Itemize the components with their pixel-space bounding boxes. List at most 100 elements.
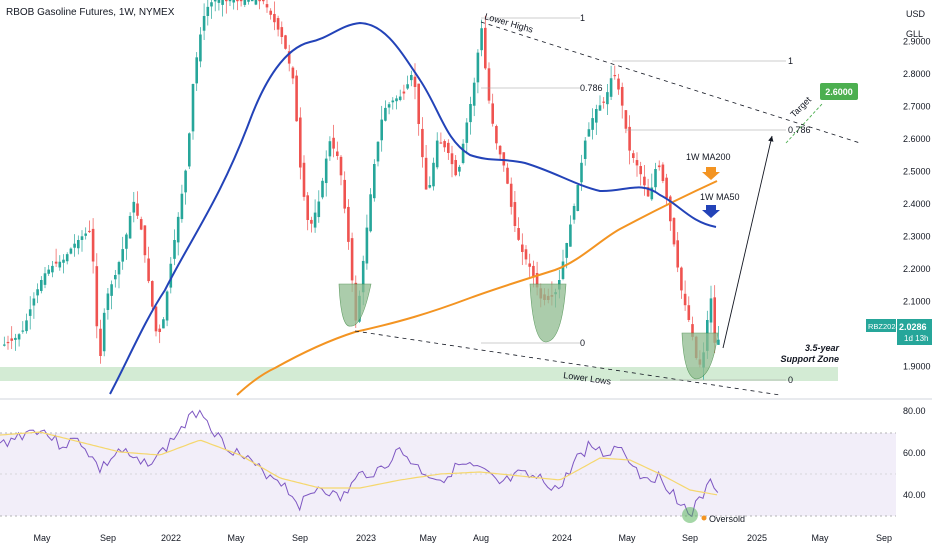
candle [169, 263, 173, 288]
candle [69, 248, 73, 254]
time-axis[interactable]: May Sep 2022 May Sep 2023 May Aug 2024 May Sep 2025… [33, 533, 892, 543]
candle [676, 240, 679, 268]
candle [165, 291, 169, 321]
candle [384, 107, 387, 121]
candle [128, 216, 132, 239]
rsi-axis[interactable]: 80.00 60.00 40.00 [903, 406, 926, 500]
candle [336, 151, 339, 156]
candle [643, 176, 646, 186]
symbol-tag-label: RBZ2024 [868, 322, 900, 331]
time-tick-label: May [811, 533, 829, 543]
candle [580, 162, 583, 183]
candle [132, 201, 136, 213]
candle [180, 193, 184, 220]
candle [361, 260, 365, 293]
time-tick-label: May [227, 533, 245, 543]
candle [502, 152, 506, 166]
time-tick-label: Sep [682, 533, 698, 543]
candle [469, 104, 472, 123]
price-tick-label: 2.4000 [903, 199, 931, 209]
ma200-line [236, 180, 718, 396]
chart-title: RBOB Gasoline Futures, 1W, NYMEX [6, 7, 175, 18]
candle [447, 142, 450, 153]
candle [410, 75, 413, 81]
price-tag-countdown: 1d 13h [904, 334, 928, 343]
target-value-label: 2.6000 [825, 87, 853, 97]
support-label-line1: 3.5-year [805, 343, 840, 353]
candle [65, 254, 69, 262]
time-tick-label: Sep [876, 533, 892, 543]
candle [36, 289, 39, 296]
candle [432, 162, 435, 187]
candle [591, 118, 594, 130]
candle [62, 259, 65, 263]
cup-shape-2022 [338, 283, 372, 327]
candle [624, 110, 628, 129]
fib-label-zero-a: 0 [580, 338, 585, 348]
candle [509, 183, 513, 207]
candle [343, 179, 346, 209]
price-tag-value: 2.0286 [899, 322, 927, 332]
price-tick-label: 2.7000 [903, 102, 931, 112]
price-axis[interactable]: USD GLL 2.9000 2.8000 2.7000 2.6000 2.5000 2.… [903, 9, 931, 372]
candle [154, 306, 158, 332]
candle [91, 228, 95, 262]
candle [484, 27, 487, 69]
rsi-tick-label: 60.00 [903, 448, 926, 458]
candle [28, 309, 32, 316]
candle [369, 194, 372, 232]
candle [250, 0, 254, 2]
candle [291, 67, 295, 79]
candle [713, 297, 716, 343]
candle [262, 0, 265, 2]
price-tick-label: 2.2000 [903, 264, 931, 274]
candle [14, 337, 17, 340]
candle [147, 258, 150, 282]
candle [25, 320, 28, 332]
candle [458, 166, 461, 172]
candle [191, 84, 195, 132]
candle [10, 338, 13, 341]
candle [299, 117, 302, 168]
candle [21, 330, 25, 332]
candle [280, 27, 284, 37]
candle [587, 129, 591, 137]
candle [225, 0, 228, 2]
candle [117, 262, 121, 275]
price-tick-label: 1.9000 [903, 362, 931, 372]
oversold-dot-icon [701, 515, 707, 521]
candle [406, 84, 409, 89]
candle [498, 145, 502, 155]
candle [136, 203, 139, 216]
cup-shape-2024 [681, 332, 719, 380]
candle [332, 137, 335, 149]
candle [17, 334, 21, 340]
time-tick-label: Sep [292, 533, 308, 543]
candle [687, 305, 691, 320]
candle [657, 165, 661, 168]
candle [184, 170, 187, 193]
candle [443, 141, 446, 148]
fib-label-786-b: 0.786 [788, 125, 811, 135]
candle [646, 187, 650, 197]
candle [324, 158, 328, 184]
candle [391, 100, 395, 103]
time-tick-label: Sep [100, 533, 116, 543]
candle [617, 78, 620, 90]
candle [102, 312, 106, 352]
candle [506, 167, 509, 184]
candle [424, 157, 428, 190]
ma50-arrow-icon [702, 205, 720, 218]
ma200-label: 1W MA200 [686, 152, 731, 162]
time-tick-label: May [419, 533, 437, 543]
candle [521, 244, 524, 252]
candle [254, 0, 258, 5]
candle [365, 227, 369, 264]
candle [413, 76, 417, 87]
projection-arrow [722, 135, 774, 349]
currency-label: USD [906, 9, 926, 19]
rsi-pane [0, 432, 896, 517]
candle [143, 225, 147, 256]
candle [239, 0, 243, 2]
cup-shape-2023 [529, 283, 567, 343]
